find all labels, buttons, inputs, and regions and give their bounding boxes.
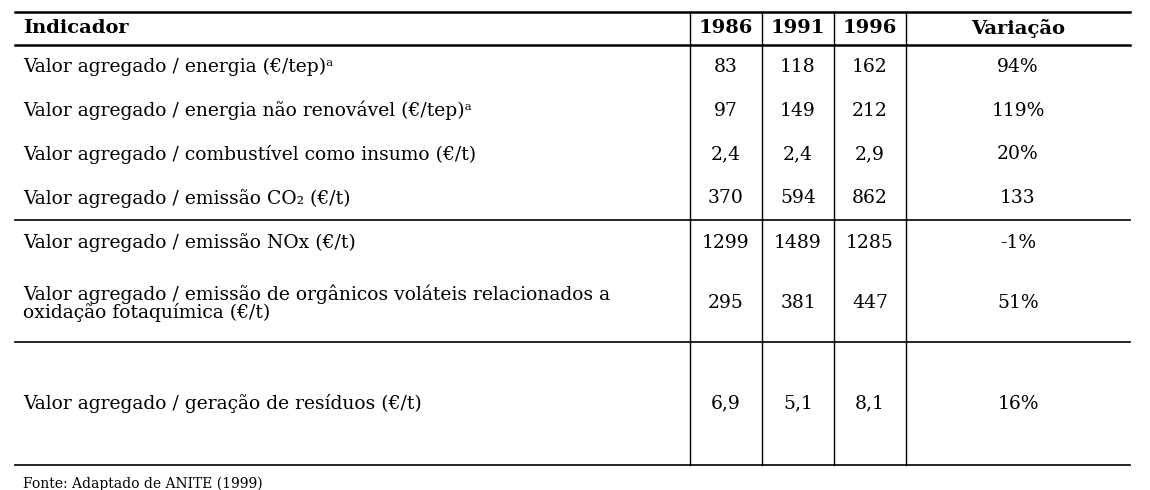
Text: 20%: 20% [997,146,1038,163]
Text: 862: 862 [852,189,888,207]
Text: 1996: 1996 [843,20,897,38]
Text: 83: 83 [714,58,738,76]
Text: Valor agregado / emissão NOx (€/t): Valor agregado / emissão NOx (€/t) [23,233,355,252]
Text: Valor agregado / emissão de orgânicos voláteis relacionados a: Valor agregado / emissão de orgânicos vo… [23,285,611,304]
Text: 16%: 16% [997,394,1038,413]
Text: 2,4: 2,4 [711,146,741,163]
Text: -1%: -1% [1000,234,1036,251]
Text: 447: 447 [852,294,888,313]
Text: 1991: 1991 [770,20,826,38]
Text: 370: 370 [708,189,744,207]
Text: 5,1: 5,1 [783,394,813,413]
Text: Valor agregado / energia (€/tep)ᵃ: Valor agregado / energia (€/tep)ᵃ [23,58,333,76]
Text: Fonte: Adaptado de ANITE (1999): Fonte: Adaptado de ANITE (1999) [23,477,262,490]
Text: 51%: 51% [997,294,1038,313]
Text: 8,1: 8,1 [856,394,886,413]
Text: 162: 162 [852,58,888,76]
Text: 133: 133 [1000,189,1036,207]
Text: 149: 149 [780,101,815,120]
Text: 295: 295 [708,294,744,313]
Text: 2,9: 2,9 [856,146,886,163]
Text: 97: 97 [714,101,738,120]
Text: Valor agregado / emissão CO₂ (€/t): Valor agregado / emissão CO₂ (€/t) [23,189,351,208]
Text: Variação: Variação [971,19,1065,38]
Text: 119%: 119% [991,101,1044,120]
Text: 381: 381 [780,294,815,313]
Text: 2,4: 2,4 [783,146,813,163]
Text: 212: 212 [852,101,888,120]
Text: 118: 118 [780,58,815,76]
Text: 94%: 94% [997,58,1038,76]
Text: 1986: 1986 [699,20,753,38]
Text: 6,9: 6,9 [711,394,741,413]
Text: Valor agregado / combustível como insumo (€/t): Valor agregado / combustível como insumo… [23,145,476,164]
Text: 1285: 1285 [846,234,894,251]
Text: oxidação fotaquímica (€/t): oxidação fotaquímica (€/t) [23,303,270,322]
Text: 1489: 1489 [774,234,822,251]
Text: 594: 594 [780,189,816,207]
Text: Valor agregado / geração de resíduos (€/t): Valor agregado / geração de resíduos (€/… [23,394,422,413]
Text: 1299: 1299 [703,234,750,251]
Text: Valor agregado / energia não renovável (€/tep)ᵃ: Valor agregado / energia não renovável (… [23,101,471,121]
Text: Indicador: Indicador [23,20,129,38]
